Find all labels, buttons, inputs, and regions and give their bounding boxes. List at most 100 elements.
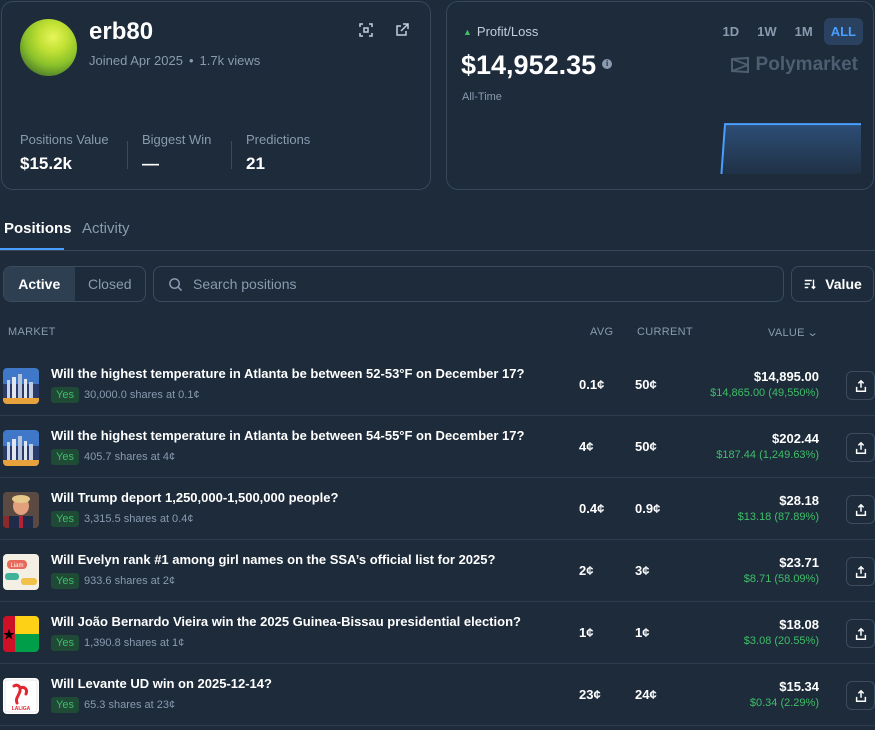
laliga-thumb-text: LALIGA	[12, 706, 31, 712]
chevron-down-icon: ⌄	[806, 327, 820, 339]
search-box	[153, 266, 784, 302]
segment-active[interactable]: Active	[4, 267, 75, 301]
range-tabs: 1D 1W 1M ALL	[716, 18, 863, 45]
avg-price: 23¢	[579, 687, 601, 702]
market-question[interactable]: Will João Bernardo Vieira win the 2025 G…	[51, 614, 521, 629]
position-value: $15.34	[779, 679, 819, 694]
market-thumbnail: Liam	[3, 554, 39, 590]
stat-biggest-win: Biggest Win —	[142, 132, 211, 174]
share-button[interactable]	[846, 371, 875, 400]
share-icon	[855, 565, 866, 578]
share-button[interactable]	[846, 495, 875, 524]
market-question[interactable]: Will the highest temperature in Atlanta …	[51, 428, 525, 443]
table-row[interactable]: LALIGA Will Levante UD win on 2025-12-14?…	[0, 664, 875, 726]
header-market: MARKET	[8, 326, 56, 338]
joined-date: Joined Apr 2025	[89, 53, 183, 68]
table-row[interactable]: Will Trump deport 1,250,000-1,500,000 pe…	[0, 478, 875, 540]
pnl-period: All-Time	[462, 91, 502, 103]
segment-closed[interactable]: Closed	[87, 276, 132, 292]
position-pnl: $3.08 (20.55%)	[743, 635, 819, 647]
outcome-badge: Yes	[51, 511, 79, 527]
share-icon	[855, 689, 866, 702]
position-pnl: $187.44 (1,249.63%)	[716, 449, 819, 461]
search-icon	[169, 277, 183, 291]
market-thumbnail	[3, 492, 39, 528]
outcome-badge: Yes	[51, 449, 79, 465]
table-row[interactable]: Will João Bernardo Vieira win the 2025 G…	[0, 602, 875, 664]
position-pnl: $0.34 (2.29%)	[749, 697, 819, 709]
current-price: 50¢	[635, 439, 657, 454]
market-thumbnail	[3, 430, 39, 466]
current-price: 1¢	[635, 625, 650, 640]
table-row[interactable]: Will the highest temperature in Atlanta …	[0, 354, 875, 416]
search-input[interactable]	[193, 276, 753, 292]
tab-positions[interactable]: Positions	[4, 220, 72, 237]
current-price: 24¢	[635, 687, 657, 702]
avg-price: 2¢	[579, 563, 594, 578]
table-row[interactable]: Liam Will Evelyn rank #1 among girl names…	[0, 540, 875, 602]
position-value: $202.44	[772, 431, 819, 446]
pnl-card: ▲ Profit/Loss $14,952.35 i All-Time 1D 1W …	[446, 1, 874, 190]
chart-line-after	[720, 123, 861, 174]
header-value-label: VALUE	[768, 327, 805, 339]
share-icon	[855, 503, 866, 516]
tab-activity[interactable]: Activity	[82, 220, 130, 237]
brand-logo: Polymarket	[730, 54, 858, 76]
shares-info: 933.6 shares at 2¢	[84, 575, 176, 587]
range-tab-1m[interactable]: 1M	[794, 24, 813, 39]
position-pnl: $8.71 (58.09%)	[743, 573, 819, 585]
chart-area	[721, 124, 861, 174]
pnl-amount: $14,952.35 i	[461, 50, 613, 81]
stat-label: Predictions	[246, 132, 311, 147]
share-icon	[855, 379, 866, 392]
current-price: 0.9¢	[635, 501, 661, 516]
header-current: CURRENT	[637, 326, 693, 338]
pnl-label-text: Profit/Loss	[476, 24, 539, 39]
sort-icon	[804, 279, 816, 290]
profile-meta: Joined Apr 2025 • 1.7k views	[89, 53, 261, 68]
share-button[interactable]	[846, 681, 875, 710]
range-tab-all[interactable]: ALL	[823, 18, 863, 45]
market-question[interactable]: Will the highest temperature in Atlanta …	[51, 366, 525, 381]
polymarket-icon	[730, 56, 749, 74]
avg-price: 1¢	[579, 625, 594, 640]
qr-code-icon[interactable]	[358, 22, 378, 42]
header-value[interactable]: VALUE ⌄	[768, 326, 820, 339]
outcome-badge: Yes	[51, 697, 79, 713]
range-tab-1d[interactable]: 1D	[722, 24, 740, 39]
stat-value: $15.2k	[20, 154, 72, 173]
market-thumbnail	[3, 368, 39, 404]
external-link-icon[interactable]	[394, 22, 414, 42]
stat-value: —	[142, 154, 159, 173]
position-value: $28.18	[779, 493, 819, 508]
sort-button[interactable]: Value	[791, 266, 874, 302]
info-icon[interactable]: i	[602, 58, 613, 69]
shares-info: 1,390.8 shares at 1¢	[84, 637, 185, 649]
names-thumb-text: Liam	[10, 563, 23, 569]
pnl-chart	[720, 123, 861, 174]
header-avg: AVG	[590, 326, 614, 338]
market-question[interactable]: Will Evelyn rank #1 among girl names on …	[51, 552, 496, 567]
outcome-badge: Yes	[51, 635, 79, 651]
market-question[interactable]: Will Trump deport 1,250,000-1,500,000 pe…	[51, 490, 339, 505]
share-button[interactable]	[846, 433, 875, 462]
avg-price: 4¢	[579, 439, 594, 454]
stat-label: Positions Value	[20, 132, 109, 147]
market-thumbnail	[3, 616, 39, 652]
range-tab-1w[interactable]: 1W	[757, 24, 777, 39]
table-row[interactable]: Will the highest temperature in Atlanta …	[0, 416, 875, 478]
share-button[interactable]	[846, 619, 875, 648]
up-triangle-icon: ▲	[463, 27, 472, 37]
shares-info: 405.7 shares at 4¢	[84, 451, 176, 463]
position-pnl: $13.18 (87.89%)	[737, 511, 819, 523]
market-thumbnail: LALIGA	[3, 678, 39, 714]
share-button[interactable]	[846, 557, 875, 586]
outcome-badge: Yes	[51, 573, 79, 589]
shares-info: 3,315.5 shares at 0.4¢	[84, 513, 194, 525]
outcome-badge: Yes	[51, 387, 79, 403]
pnl-label: ▲ Profit/Loss	[463, 24, 538, 39]
profile-card: erb80 Joined Apr 2025 • 1.7k views Positio…	[1, 1, 431, 190]
avg-price: 0.1¢	[579, 377, 605, 392]
market-question[interactable]: Will Levante UD win on 2025-12-14?	[51, 676, 272, 691]
brand-name: Polymarket	[755, 54, 858, 75]
